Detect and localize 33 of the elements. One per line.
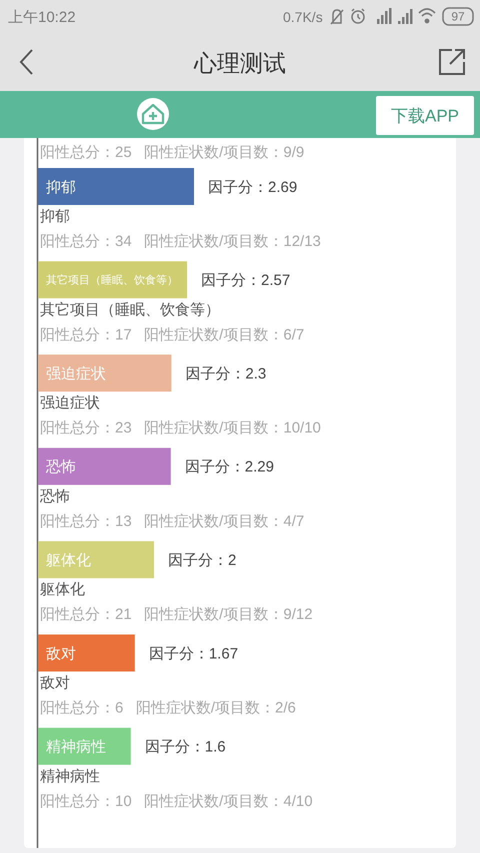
data-label: 因子分：2 [168,552,236,569]
bar [38,541,154,578]
bar [38,261,188,298]
bar [38,168,194,205]
annotation: 阳性总分：10 阳性症状数/项目数：4/10 [40,792,313,810]
y-tick-label: 敌对 [46,645,76,662]
text: 97 [451,10,465,24]
bar [38,354,172,392]
y-tick-label: 精神病性 [46,738,106,756]
y-tick-label: 恐怖 [45,458,76,476]
data-label: 因子分：1.6 [144,738,226,756]
annotation: 阳性总分：6 阳性症状数/项目数：2/6 [40,700,296,716]
text: 心理测试 [193,50,286,76]
text: 下载APP [390,106,460,126]
data-label: 因子分：2.3 [185,365,266,382]
bar [38,634,135,672]
y-tick-label: 抑郁 [46,178,76,196]
annotation: 阳性总分：23 阳性症状数/项目数：10/10 [40,420,321,437]
annotation: 阳性总分：17 阳性症状数/项目数：6/7 [40,326,304,344]
data-label: 因子分：1.67 [148,645,238,662]
data-label: 因子分：2.29 [184,458,274,476]
y-tick-label: 强迫症状 [46,365,106,382]
annotation: 阳性总分：25 阳性症状数/项目数：9/9 [40,144,304,161]
annotation: 阳性总分：13 阳性症状数/项目数：4/7 [40,512,304,530]
data-label: 因子分：2.69 [208,178,298,196]
bar [38,448,171,485]
text: 0.7K/s [283,9,323,25]
y-tick-label: 躯体化 [46,552,91,569]
y-tick-label: 其它项目（睡眠、饮食等） [46,274,178,287]
data-label: 因子分：2.57 [201,272,290,290]
annotation: 阳性总分：34 阳性症状数/项目数：12/13 [40,233,321,250]
text: 上午10:22 [8,9,76,26]
annotation: 阳性总分：21 阳性症状数/项目数：9/12 [40,606,313,624]
